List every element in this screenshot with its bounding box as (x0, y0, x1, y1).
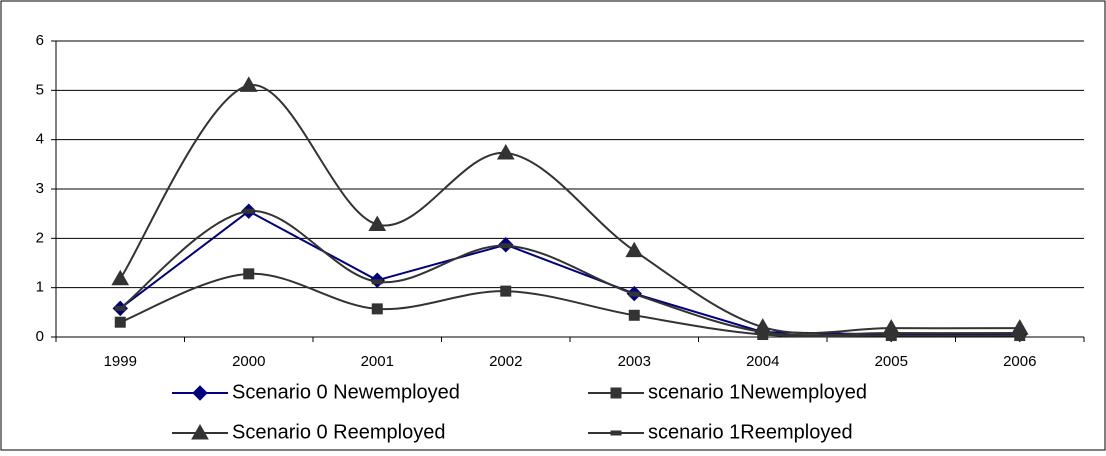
point (111, 269, 130, 286)
point (496, 143, 515, 160)
y-tick-label: 5 (36, 81, 44, 98)
y-tick-label: 1 (36, 279, 44, 296)
y-tick-label: 3 (36, 180, 44, 197)
legend-marker (192, 385, 208, 401)
legend-label: scenario 1Reemployed (648, 421, 853, 443)
legend-label: scenario 1Newemployed (648, 381, 867, 403)
point (114, 316, 126, 328)
point (628, 309, 640, 321)
y-tick-label: 6 (36, 32, 44, 49)
legend-label: Scenario 0 Newemployed (232, 381, 460, 403)
legend-marker (610, 430, 622, 436)
y-tick-label: 0 (36, 328, 44, 345)
point (500, 243, 512, 249)
point (885, 330, 897, 336)
x-tick-label: 2003 (618, 353, 651, 370)
y-tick-label: 2 (36, 229, 44, 246)
point (757, 329, 769, 335)
point (243, 268, 255, 280)
x-tick-label: 2001 (361, 353, 394, 370)
x-tick-label: 2004 (746, 353, 779, 370)
x-tick-label: 2000 (232, 353, 265, 370)
point (368, 215, 387, 232)
x-tick-label: 2002 (489, 353, 522, 370)
point (371, 279, 383, 285)
point (628, 291, 640, 297)
series-line (119, 272, 1020, 338)
x-tick-label: 2005 (875, 353, 908, 370)
point (114, 305, 126, 311)
point (1014, 330, 1026, 336)
point (625, 241, 644, 258)
point (500, 285, 512, 297)
legend-label: Scenario 0 Reemployed (232, 421, 445, 443)
point (371, 303, 383, 315)
point (239, 76, 258, 92)
x-tick-label: 2006 (1003, 353, 1036, 370)
y-tick-label: 4 (36, 131, 44, 148)
x-tick-label: 1999 (104, 353, 137, 370)
legend-marker (610, 387, 622, 399)
point (243, 208, 255, 214)
legend-marker (191, 423, 209, 440)
